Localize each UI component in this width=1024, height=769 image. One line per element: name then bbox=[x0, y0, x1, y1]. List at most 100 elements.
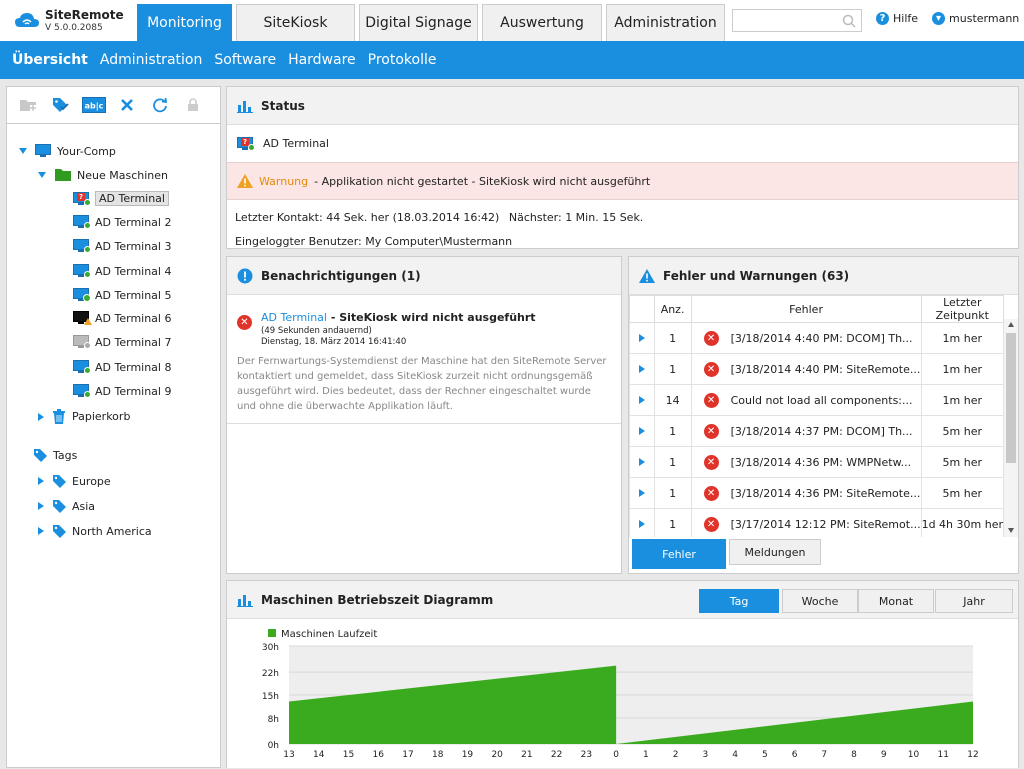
messages-filter-button[interactable]: Meldungen bbox=[729, 539, 821, 565]
search-input[interactable] bbox=[732, 9, 862, 32]
row-expand[interactable] bbox=[629, 508, 655, 537]
errors-scrollbar[interactable] bbox=[1004, 319, 1018, 537]
notification-machine-link[interactable]: AD Terminal bbox=[261, 311, 327, 324]
expand-arrow-icon[interactable] bbox=[38, 502, 44, 510]
main-tabs: Monitoring SiteKiosk Digital Signage Aus… bbox=[137, 4, 729, 41]
row-expand-icon[interactable] bbox=[638, 333, 645, 342]
scroll-thumb[interactable] bbox=[1006, 333, 1016, 463]
error-text: [3/18/2014 4:36 PM: WMPNetw... bbox=[730, 455, 912, 469]
bar-chart-icon bbox=[237, 594, 253, 607]
row-expand-icon[interactable] bbox=[638, 364, 645, 373]
row-expand[interactable] bbox=[629, 415, 655, 447]
tree-node-tag-north-america[interactable]: North America bbox=[38, 524, 152, 538]
delete-icon[interactable] bbox=[114, 95, 140, 115]
tree-node-tag-asia[interactable]: Asia bbox=[38, 499, 95, 513]
error-time: 1m her bbox=[920, 384, 1004, 416]
row-expand-icon[interactable] bbox=[638, 488, 645, 497]
tree-node-tags[interactable]: Tags bbox=[33, 448, 77, 462]
x-tick-label: 12 bbox=[967, 750, 978, 760]
tab-sitekiosk[interactable]: SiteKiosk bbox=[236, 4, 355, 41]
tree-node-machine[interactable]: AD Terminal 9 bbox=[73, 384, 171, 398]
app-name: SiteRemote bbox=[45, 8, 124, 22]
row-expand[interactable] bbox=[629, 384, 655, 416]
tree-node-machine[interactable]: AD Terminal 6 bbox=[73, 311, 171, 325]
col-time[interactable]: Letzter Zeitpunkt bbox=[920, 295, 1004, 323]
row-expand[interactable] bbox=[629, 477, 655, 509]
expand-arrow-icon[interactable] bbox=[38, 527, 44, 535]
range-month-button[interactable]: Monat bbox=[858, 589, 934, 613]
error-row[interactable]: 1 ✕ [3/18/2014 4:37 PM: DCOM] Th... 5m her bbox=[629, 415, 1004, 447]
tree-label: AD Terminal 3 bbox=[95, 239, 172, 253]
range-week-button[interactable]: Woche bbox=[782, 589, 858, 613]
tree-node-machine[interactable]: AD Terminal 4 bbox=[73, 264, 171, 278]
tab-administration[interactable]: Administration bbox=[606, 4, 725, 41]
tree-node-tag-europe[interactable]: Europe bbox=[38, 474, 111, 488]
row-expand[interactable] bbox=[629, 322, 655, 354]
error-row[interactable]: 1 ✕ [3/17/2014 12:12 PM: SiteRemot... 1d 4h… bbox=[629, 508, 1004, 537]
status-header: Status bbox=[227, 87, 1018, 125]
row-expand-icon[interactable] bbox=[638, 426, 645, 435]
col-error[interactable]: Fehler bbox=[690, 295, 922, 323]
tree-node-machine[interactable]: AD Terminal 2 bbox=[73, 215, 171, 229]
error-row[interactable]: 1 ✕ [3/18/2014 4:36 PM: SiteRemote... 5m he… bbox=[629, 477, 1004, 509]
tree-node-machine[interactable]: AD Terminal 8 bbox=[73, 360, 171, 374]
tree-node-machine[interactable]: AD Terminal 5 bbox=[73, 288, 171, 302]
notifications-panel: Benachrichtigungen (1) ✕ AD Terminal - S… bbox=[226, 256, 622, 574]
errors-filter-button[interactable]: Fehler bbox=[632, 539, 726, 569]
search-icon[interactable] bbox=[842, 14, 856, 28]
expand-arrow-icon[interactable] bbox=[19, 148, 27, 154]
tab-digital-signage[interactable]: Digital Signage bbox=[359, 4, 478, 41]
subnav-software[interactable]: Software bbox=[214, 52, 277, 68]
error-cell: ✕ [3/18/2014 4:40 PM: SiteRemote... bbox=[690, 353, 922, 385]
expand-arrow-icon[interactable] bbox=[38, 477, 44, 485]
tree-node-neue-maschinen[interactable]: Neue Maschinen bbox=[38, 168, 168, 182]
error-text: [3/18/2014 4:36 PM: SiteRemote... bbox=[730, 486, 921, 500]
x-tick-label: 21 bbox=[521, 750, 532, 760]
help-icon[interactable]: ? bbox=[876, 12, 889, 25]
row-expand[interactable] bbox=[629, 446, 655, 478]
error-text: Could not load all components:... bbox=[730, 393, 913, 407]
machine-error-icon: ? bbox=[237, 136, 255, 151]
row-expand-icon[interactable] bbox=[638, 519, 645, 528]
tree-node-machine[interactable]: AD Terminal 7 bbox=[73, 335, 171, 349]
scroll-up-icon[interactable] bbox=[1008, 322, 1014, 327]
row-expand[interactable] bbox=[629, 353, 655, 385]
status-title: Status bbox=[261, 98, 305, 113]
tag-assign-icon[interactable] bbox=[48, 95, 74, 115]
row-expand-icon[interactable] bbox=[638, 457, 645, 466]
refresh-icon[interactable] bbox=[147, 95, 173, 115]
tab-auswertung[interactable]: Auswertung bbox=[482, 4, 602, 41]
subnav-uebersicht[interactable]: Übersicht bbox=[12, 52, 88, 68]
expand-arrow-icon[interactable] bbox=[38, 412, 44, 421]
range-year-button[interactable]: Jahr bbox=[935, 589, 1013, 613]
error-row[interactable]: 14 ✕ Could not load all components:... 1m h… bbox=[629, 384, 1004, 416]
tree-node-your-comp[interactable]: Your-Comp bbox=[19, 144, 116, 158]
error-icon: ✕ bbox=[703, 485, 719, 501]
subnav-protokolle[interactable]: Protokolle bbox=[367, 52, 437, 68]
error-text: [3/17/2014 12:12 PM: SiteRemot... bbox=[730, 517, 921, 531]
warning-icon bbox=[237, 174, 253, 188]
x-tick-label: 17 bbox=[402, 750, 413, 760]
tree-node-machine[interactable]: ? AD Terminal bbox=[73, 191, 169, 206]
scroll-down-icon[interactable] bbox=[1008, 528, 1014, 533]
row-expand-icon[interactable] bbox=[638, 395, 645, 404]
subnav-administration[interactable]: Administration bbox=[99, 52, 203, 68]
x-tick-label: 15 bbox=[343, 750, 354, 760]
rename-icon[interactable]: ab|c bbox=[81, 95, 107, 115]
tree-node-machine[interactable]: AD Terminal 3 bbox=[73, 239, 171, 253]
col-count[interactable]: Anz. bbox=[653, 295, 692, 323]
user-menu[interactable]: mustermann bbox=[949, 12, 1020, 25]
error-row[interactable]: 1 ✕ [3/18/2014 4:36 PM: WMPNetw... 5m her bbox=[629, 446, 1004, 478]
range-day-button[interactable]: Tag bbox=[699, 589, 779, 613]
new-folder-icon[interactable] bbox=[15, 95, 41, 115]
lock-icon[interactable] bbox=[180, 95, 206, 115]
tree-node-papierkorb[interactable]: Papierkorb bbox=[38, 409, 130, 424]
help-link[interactable]: Hilfe bbox=[893, 12, 919, 25]
error-row[interactable]: 1 ✕ [3/18/2014 4:40 PM: SiteRemote... 1m he… bbox=[629, 353, 1004, 385]
subnav-hardware[interactable]: Hardware bbox=[288, 52, 356, 68]
user-dropdown-icon[interactable]: ▾ bbox=[932, 12, 946, 25]
status-machine-row: ? AD Terminal bbox=[227, 125, 1018, 162]
expand-arrow-icon[interactable] bbox=[38, 172, 46, 178]
tab-monitoring[interactable]: Monitoring bbox=[137, 4, 232, 41]
error-row[interactable]: 1 ✕ [3/18/2014 4:40 PM: DCOM] Th... 1m her bbox=[629, 322, 1004, 354]
